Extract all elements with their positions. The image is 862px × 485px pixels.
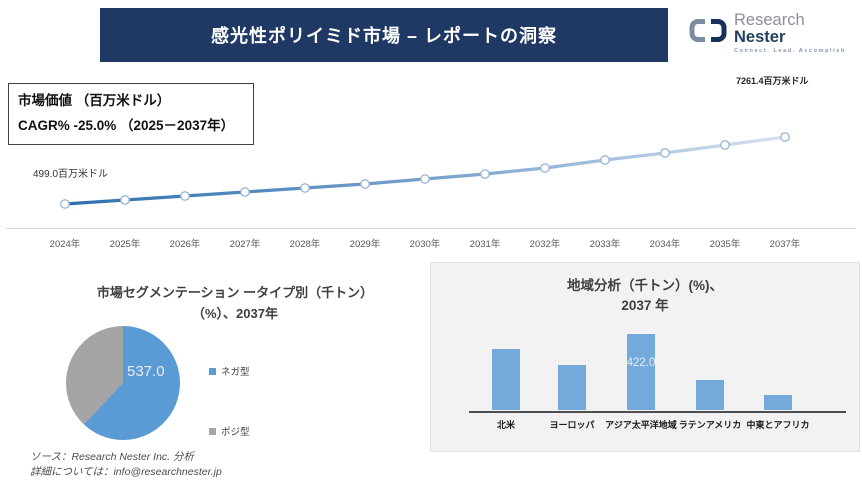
legend-label-nega: ネガ型 (221, 367, 250, 378)
x-axis-line (6, 228, 856, 229)
report-title-bar: 感光性ポリイミド市場 – レポートの洞察 (100, 8, 668, 62)
bar-category-label: 中東とアフリカ (746, 420, 810, 430)
brand-name: Research Nester (734, 11, 860, 47)
source-line: ソース：Research Nester Inc. 分析 (30, 451, 195, 463)
axis-label-year: 2030年 (409, 239, 441, 250)
line-end-value-label: 7261.4百万米ドル (736, 76, 809, 86)
cagr-line: CAGR% -25.0% （2025－2037年） (18, 117, 235, 133)
axis-label-year: 2027年 (229, 239, 261, 250)
bar-asia-pacific (627, 334, 655, 410)
footer-note: ソース：Research Nester Inc. 分析 詳細については：info… (30, 450, 222, 480)
bar-data-label: 422.0 (626, 357, 656, 369)
line-start-value-label: 499.0百万米ドル (33, 169, 109, 180)
axis-label-year: 2037年 (769, 239, 801, 250)
pie-data-label: 537.0 (127, 363, 165, 380)
legend-item-posi: ポジ型 (209, 424, 250, 438)
bar-europe (558, 365, 586, 410)
legend-swatch-nega (209, 367, 216, 375)
bar-category-label: ラテンアメリカ (678, 420, 742, 430)
legend-label-posi: ポジ型 (221, 427, 250, 438)
bar-north-america (492, 349, 520, 410)
segmentation-chart-title: 市場セグメンテーション ータイプ別（千トン）（%）、2037年 (96, 285, 374, 321)
segmentation-pie-chart (66, 326, 180, 440)
brand-tagline: Connect. Lead. Accomplish (734, 47, 846, 54)
bar-category-label: ヨーロッパ (549, 420, 595, 430)
axis-label-year: 2026年 (169, 239, 201, 250)
region-analysis-panel: 地域分析（千トン）(%)、2037 年 422.0 北米 ヨーロッパ アジア太平… (430, 262, 860, 452)
brand-logo: Research Nester Connect. Lead. Accomplis… (688, 11, 860, 54)
brand-text: Research Nester Connect. Lead. Accomplis… (734, 11, 860, 54)
market-value-box: 市場価値 （百万米ドル） CAGR% -25.0% （2025－2037年） (8, 83, 254, 145)
region-chart-title: 地域分析（千トン）(%)、2037 年 (567, 278, 723, 314)
bar-axis-line (469, 411, 846, 413)
axis-label-year: 2028年 (289, 239, 321, 250)
contact-line: 詳細については：info@researchnester.jp (30, 466, 222, 479)
legend-item-nega: ネガ型 (209, 364, 250, 378)
bar-category-label: アジア太平洋地域 (605, 420, 677, 430)
axis-label-year: 2029年 (349, 239, 381, 250)
axis-label-year: 2024年 (49, 239, 81, 250)
market-trend-line-chart (60, 132, 790, 209)
brand-second-word: Nester (734, 28, 786, 47)
axis-label-year: 2025年 (109, 239, 141, 250)
market-value-line: 市場価値 （百万米ドル） (18, 93, 171, 108)
research-nester-logo-icon (688, 17, 728, 49)
axis-label-year: 2034年 (649, 239, 681, 250)
legend-swatch-posi (209, 427, 216, 435)
bar-category-label: 北米 (496, 420, 515, 430)
axis-label-year: 2033年 (589, 239, 621, 250)
brand-first-word: Research (734, 11, 805, 29)
axis-label-year: 2031年 (469, 239, 501, 250)
bar-latin-america (696, 380, 724, 410)
axis-label-year: 2035年 (709, 239, 741, 250)
axis-label-year: 2032年 (529, 239, 561, 250)
page-title: 感光性ポリイミド市場 – レポートの洞察 (210, 26, 557, 46)
bar-middle-east-africa (764, 395, 792, 410)
